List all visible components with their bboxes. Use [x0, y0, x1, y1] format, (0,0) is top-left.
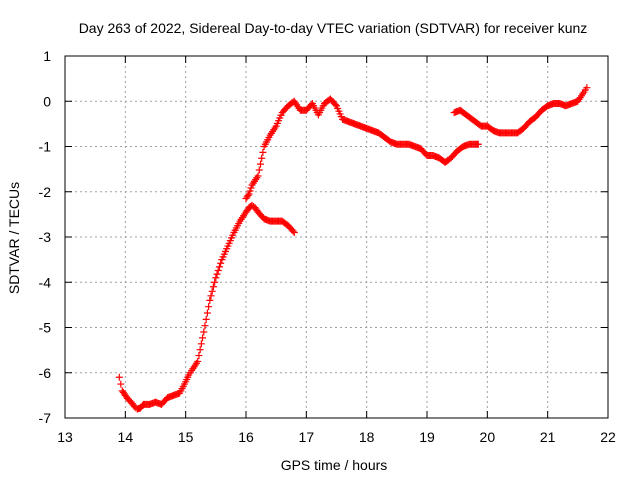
series-3 [444, 140, 482, 164]
data-point [254, 172, 262, 180]
data-point [205, 303, 213, 311]
data-point [212, 274, 220, 282]
data-point [115, 373, 123, 381]
data-point [289, 227, 297, 235]
y-tick-label: 1 [43, 48, 51, 64]
data-point [197, 340, 205, 348]
data-point [331, 100, 339, 108]
x-tick-label: 18 [359, 429, 375, 445]
data-point [200, 328, 208, 336]
x-tick-label: 17 [299, 429, 315, 445]
y-tick-label: -4 [39, 274, 52, 290]
series-1 [115, 201, 298, 413]
data-point [117, 380, 125, 388]
data-point [215, 263, 223, 271]
data-point [213, 270, 221, 278]
series-4 [450, 84, 591, 137]
data-point [255, 166, 263, 174]
data-point [201, 322, 209, 330]
data-point [256, 160, 264, 168]
data-point [203, 309, 211, 317]
data-point [208, 287, 216, 295]
data-point [196, 346, 204, 354]
y-tick-label: -3 [39, 229, 52, 245]
data-point [583, 84, 591, 92]
x-tick-label: 20 [480, 429, 496, 445]
series-2 [242, 95, 452, 203]
y-tick-label: -1 [39, 139, 52, 155]
data-point [194, 357, 202, 365]
data-point [211, 278, 219, 286]
data-point [202, 315, 210, 323]
data-point [244, 192, 252, 200]
y-tick-label: -6 [39, 365, 52, 381]
data-point [217, 259, 225, 267]
x-tick-label: 15 [178, 429, 194, 445]
data-point [214, 266, 222, 274]
y-tick-label: -5 [39, 320, 52, 336]
x-tick-label: 13 [57, 429, 73, 445]
data-point [259, 148, 267, 156]
x-tick-label: 16 [238, 429, 254, 445]
data-point [258, 154, 266, 162]
axis-ticks: 13 14 15 16 17 18 19 20 21 22 -7 -6 -5 -4 -3 -2 -1 0 1 [39, 48, 616, 445]
data-point [195, 352, 203, 360]
data-point [206, 296, 214, 304]
x-tick-label: 19 [419, 429, 435, 445]
data-point [474, 140, 482, 148]
x-tick-label: 22 [600, 429, 616, 445]
y-tick-label: -2 [39, 184, 52, 200]
data-point [290, 228, 298, 236]
x-tick-label: 21 [540, 429, 556, 445]
data-point [199, 334, 207, 342]
data-point [246, 187, 254, 195]
data-point [209, 283, 217, 291]
data-points [115, 84, 591, 413]
y-tick-label: -7 [39, 410, 52, 426]
y-axis-label: SDTVAR / TECUs [6, 182, 22, 294]
data-point [245, 190, 253, 198]
data-point [247, 184, 255, 192]
grid-lines [65, 56, 608, 418]
chart-title: Day 263 of 2022, Sidereal Day-to-day VTE… [79, 20, 588, 36]
y-tick-label: 0 [43, 93, 51, 109]
x-axis-label: GPS time / hours [281, 457, 388, 473]
x-tick-label: 14 [118, 429, 134, 445]
data-point [207, 292, 215, 300]
